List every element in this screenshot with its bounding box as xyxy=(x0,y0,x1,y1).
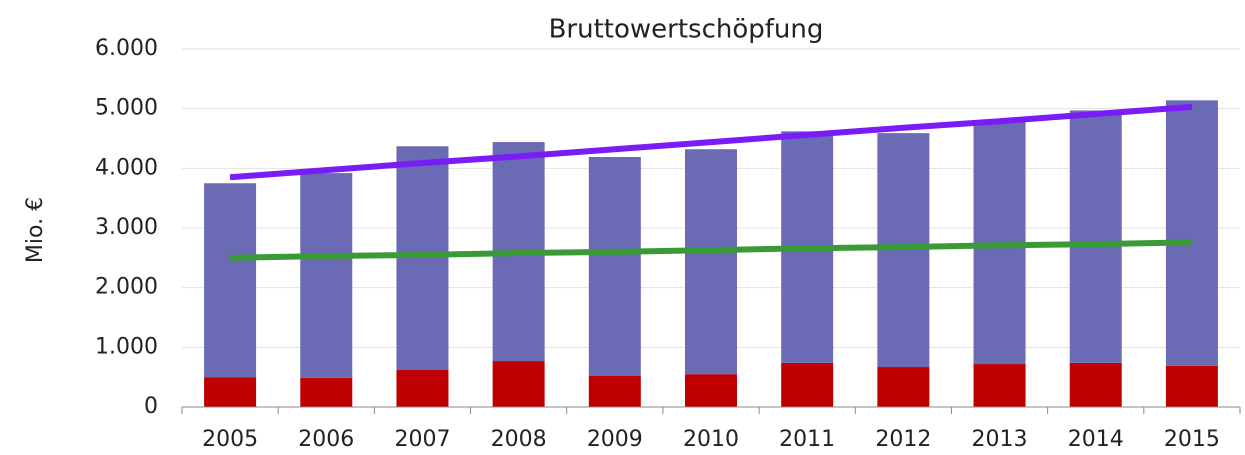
x-tick-label: 2015 xyxy=(1164,427,1220,452)
bar-segment xyxy=(396,370,449,407)
bar-segment xyxy=(204,183,257,378)
bar-segment xyxy=(492,361,545,407)
y-axis-label: Mio. € xyxy=(23,197,48,263)
bar-segment xyxy=(685,149,737,375)
y-tick-label: 0 xyxy=(144,394,158,419)
bar-segment xyxy=(1069,362,1122,407)
bar-segment xyxy=(781,362,834,407)
bar-segment xyxy=(1165,100,1218,366)
chart-title: Bruttowertschöpfung xyxy=(549,15,824,45)
bar-segment xyxy=(973,364,1026,407)
bar-segment xyxy=(588,156,641,376)
y-tick-label: 5.000 xyxy=(95,96,158,121)
bar-segment xyxy=(204,377,257,407)
x-tick-label: 2010 xyxy=(683,427,739,452)
x-tick-label: 2005 xyxy=(202,427,258,452)
y-tick-label: 6.000 xyxy=(95,36,158,61)
x-tick-label: 2011 xyxy=(779,427,835,452)
bar-segment xyxy=(588,375,641,407)
bar-segment xyxy=(300,377,353,407)
bar-segment xyxy=(973,120,1026,365)
y-tick-label: 2.000 xyxy=(95,275,158,300)
x-tick-label: 2007 xyxy=(394,427,450,452)
bar-segment xyxy=(1165,365,1218,407)
bar-segment xyxy=(300,173,353,378)
bar-segment xyxy=(685,374,737,407)
x-tick-label: 2012 xyxy=(875,427,931,452)
x-tick-label: 2013 xyxy=(972,427,1028,452)
x-tick-label: 2008 xyxy=(491,427,547,452)
x-tick-label: 2009 xyxy=(587,427,643,452)
y-tick-label: 1.000 xyxy=(95,334,158,359)
bar-segment xyxy=(877,367,930,407)
bar-segment xyxy=(396,146,449,371)
x-tick-label: 2006 xyxy=(298,427,354,452)
trend-line xyxy=(229,103,1193,181)
x-tick-label: 2014 xyxy=(1068,427,1124,452)
y-tick-label: 3.000 xyxy=(95,215,158,240)
y-tick-label: 4.000 xyxy=(95,155,158,180)
bar-segment xyxy=(1069,110,1122,363)
trend-line xyxy=(230,239,1192,261)
